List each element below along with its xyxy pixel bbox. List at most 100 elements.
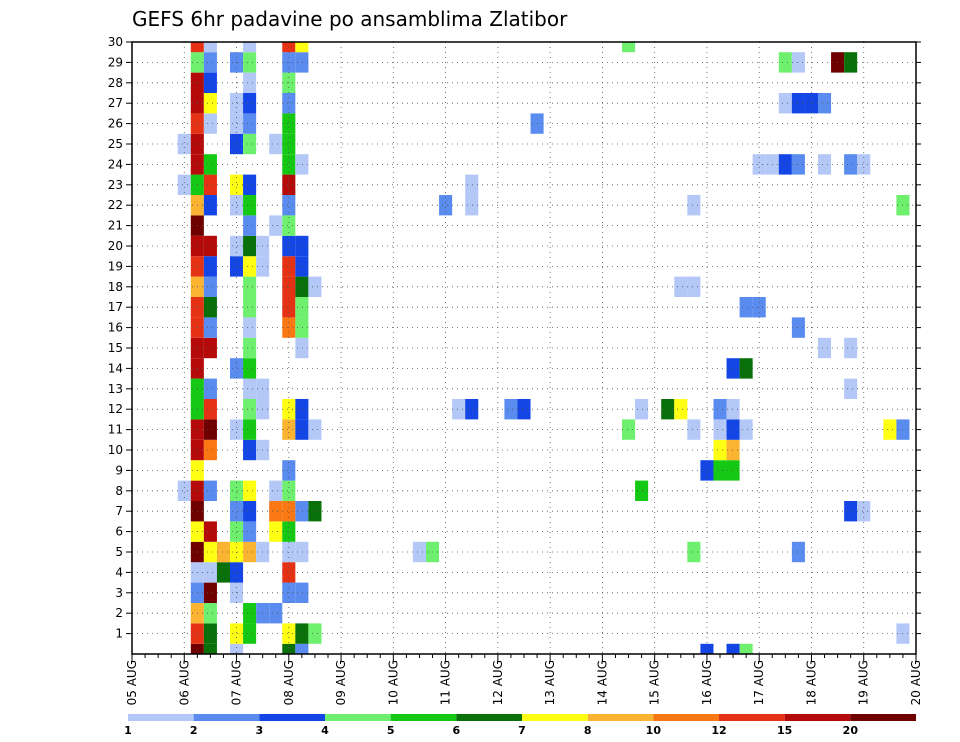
- y-axis: 1234567891011121314151617181920212223242…: [108, 35, 921, 641]
- y-tick-label: 18: [108, 280, 123, 294]
- heatmap-cell: [622, 42, 636, 53]
- heatmap-cell: [203, 439, 217, 461]
- heatmap-cell: [243, 358, 257, 379]
- x-tick-label: 20 AUG: [909, 660, 923, 705]
- heatmap-cell: [791, 541, 805, 563]
- heatmap-cell: [282, 399, 296, 420]
- heatmap-cell: [203, 235, 217, 257]
- heatmap-cell: [791, 52, 805, 73]
- y-tick-label: 25: [108, 137, 123, 151]
- y-tick-label: 10: [108, 443, 123, 457]
- heatmap-cell: [295, 623, 309, 644]
- heatmap-cell: [687, 419, 701, 440]
- heatmap-cell: [243, 42, 257, 53]
- colorbar-label: 20: [843, 724, 859, 737]
- colorbar-swatch: [193, 714, 260, 721]
- heatmap-cell: [635, 480, 649, 501]
- heatmap-cell: [726, 643, 740, 654]
- colorbar-swatch: [456, 714, 522, 721]
- heatmap-cell: [203, 276, 217, 297]
- heatmap-cell: [269, 501, 283, 522]
- heatmap-cell: [778, 52, 792, 73]
- heatmap-cell: [230, 480, 244, 501]
- colorbar-swatch: [653, 714, 719, 721]
- heatmap-cell: [504, 399, 518, 420]
- heatmap-cell: [203, 419, 217, 440]
- heatmap-cell: [713, 399, 727, 420]
- heatmap-cell: [295, 235, 309, 257]
- heatmap-cell: [282, 521, 296, 542]
- heatmap-cell: [687, 541, 701, 563]
- heatmap-cell: [465, 399, 479, 420]
- heatmap-cell: [439, 195, 453, 216]
- heatmap-cell: [230, 643, 244, 654]
- heatmap-cell: [282, 480, 296, 501]
- heatmap-cell: [203, 480, 217, 501]
- heatmap-cell: [203, 317, 217, 338]
- colorbar-label: 12: [711, 724, 726, 737]
- heatmap-cell: [282, 215, 296, 236]
- colorbar-swatch: [784, 714, 851, 721]
- heatmap-cell: [739, 358, 753, 379]
- heatmap-cell: [203, 623, 217, 644]
- heatmap-cell: [243, 337, 257, 359]
- heatmap-cell: [203, 582, 217, 603]
- heatmap-cell: [778, 154, 792, 175]
- y-tick-label: 14: [108, 361, 123, 375]
- y-tick-label: 19: [108, 259, 123, 273]
- heatmap-cell: [282, 195, 296, 216]
- heatmap-cell: [230, 521, 244, 542]
- x-tick-label: 10 AUG: [386, 660, 400, 705]
- heatmap-cell: [243, 297, 257, 318]
- heatmap-cell: [203, 603, 217, 624]
- heatmap-cell: [282, 419, 296, 440]
- x-axis: 05 AUG 06 AUG 07 AUG 08 AUG 09 AUG 10 AUG 11 A…: [125, 654, 923, 705]
- heatmap-cell: [295, 582, 309, 603]
- heatmap-cell: [203, 154, 217, 175]
- y-tick-label: 16: [108, 321, 123, 335]
- heatmap-cell: [674, 276, 688, 297]
- heatmap-cell: [295, 154, 309, 175]
- heatmap-cell: [295, 297, 309, 318]
- heatmap-cell: [295, 42, 309, 53]
- heatmap-cell: [412, 541, 426, 563]
- colorbar-swatch: [587, 714, 654, 721]
- heatmap-cell: [269, 603, 283, 624]
- heatmap-cell: [739, 419, 753, 440]
- heatmap-cell: [216, 562, 230, 583]
- colorbar-label: 10: [646, 724, 662, 737]
- x-tick-label: 15 AUG: [648, 660, 662, 705]
- heatmap-cell: [282, 256, 296, 277]
- heatmap-cell: [243, 195, 257, 216]
- heatmap-cell: [844, 378, 858, 399]
- y-tick-label: 24: [108, 157, 123, 171]
- heatmap-cell: [674, 399, 688, 420]
- y-tick-label: 29: [108, 55, 123, 69]
- y-tick-label: 17: [108, 300, 123, 314]
- heatmap-cell: [243, 439, 257, 461]
- heatmap-cell: [203, 195, 217, 216]
- heatmap-cell: [282, 235, 296, 257]
- y-tick-label: 23: [108, 178, 123, 192]
- heatmap-cell: [243, 133, 257, 155]
- heatmap-cell: [203, 72, 217, 93]
- heatmap-cell: [203, 256, 217, 277]
- heatmap-cell: [282, 501, 296, 522]
- heatmap-cell: [700, 643, 714, 654]
- heatmap-cell: [203, 337, 217, 359]
- heatmap-cell: [243, 72, 257, 93]
- heatmap-cell: [203, 378, 217, 399]
- heatmap-cell: [203, 521, 217, 542]
- heatmap-cell: [203, 541, 217, 563]
- heatmap-cell: [635, 399, 649, 420]
- heatmap-cell: [203, 93, 217, 114]
- y-tick-label: 5: [115, 545, 123, 559]
- heatmap-cell: [295, 256, 309, 277]
- heatmap-cell: [177, 174, 191, 195]
- heatmap-cell: [243, 317, 257, 338]
- heatmap-cell: [203, 399, 217, 420]
- colorbar-swatch: [259, 714, 325, 721]
- heatmap-cell: [243, 276, 257, 297]
- heatmap-cell: [282, 460, 296, 481]
- y-tick-label: 15: [108, 341, 123, 355]
